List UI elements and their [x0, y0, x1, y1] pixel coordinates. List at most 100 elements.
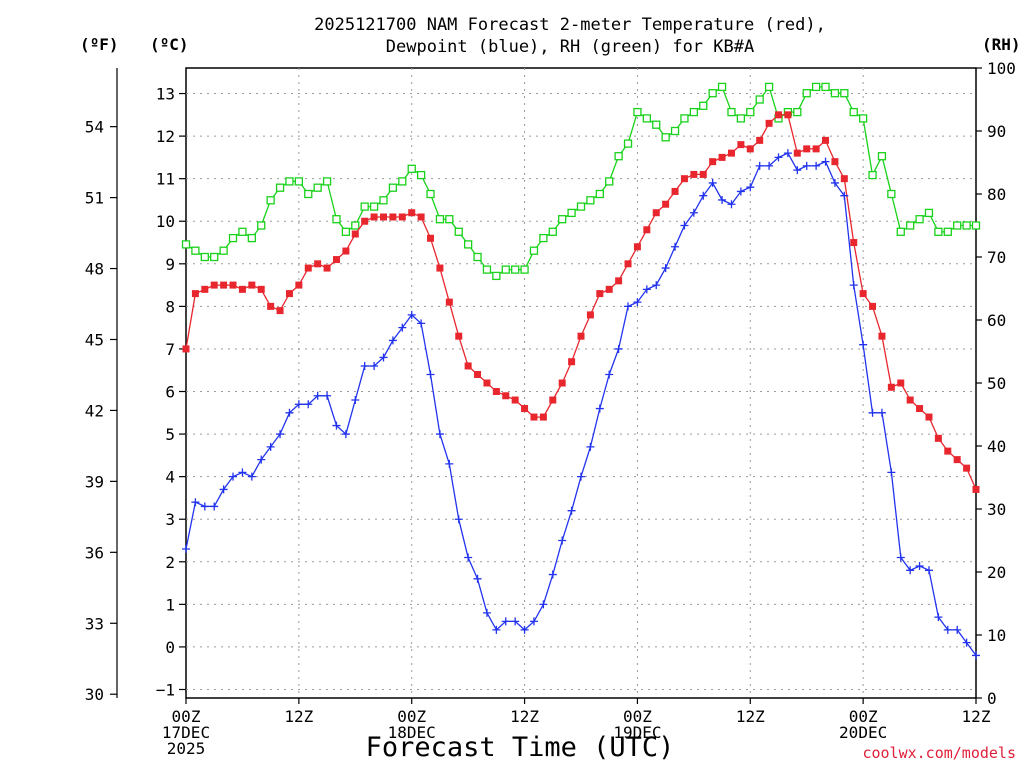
temperature-point [831, 158, 839, 166]
x-tick-label: 00Z [172, 707, 201, 726]
temperature-point [887, 383, 895, 391]
dewpoint-point [614, 344, 623, 353]
rh-point [802, 89, 811, 98]
fahrenheit-tick-label: 39 [85, 472, 104, 491]
rh-point [840, 89, 849, 98]
rh-point [811, 82, 821, 92]
rh-point [717, 82, 727, 92]
rh-point [586, 196, 595, 205]
plot-frame [185, 67, 977, 699]
temperature-point [963, 464, 971, 472]
dewpoint-point [943, 625, 952, 634]
rh-point [962, 221, 971, 230]
temperature-point [220, 281, 228, 289]
rh-point [652, 120, 661, 129]
temperature-point [652, 209, 660, 217]
rh-point [407, 164, 416, 173]
rh-tick-label: 10 [987, 626, 1006, 645]
temperature-point [455, 332, 463, 340]
dewpoint-point [680, 221, 689, 230]
temperature-point [737, 141, 745, 149]
rh-unit-label: (RH) [982, 35, 1021, 54]
dewpoint-point [473, 574, 482, 583]
rh-point [322, 177, 332, 186]
dewpoint-point [821, 157, 830, 166]
dewpoint-point [633, 298, 642, 307]
rh-point [708, 89, 717, 98]
rh-point [971, 221, 981, 230]
temperature-point [624, 260, 632, 268]
celsius-tick-label: −1 [156, 680, 175, 699]
dewpoint-point [896, 553, 905, 562]
temperature-point [267, 302, 275, 310]
rh-point [915, 215, 924, 224]
rh-point [435, 215, 445, 224]
dewpoint-point [906, 566, 915, 575]
series-rh [181, 82, 981, 281]
temperature-point [756, 136, 764, 144]
temperature-point [746, 145, 754, 153]
dewpoint-point [595, 404, 604, 413]
temperature-point [699, 170, 707, 178]
temperature-point [953, 456, 961, 464]
temperature-point [474, 370, 482, 378]
x-tick-label: 12Z [736, 707, 765, 726]
temperature-point [530, 413, 538, 421]
rh-point [294, 177, 304, 186]
rh-point [304, 189, 313, 199]
temperature-point [285, 290, 293, 298]
dewpoint-point [718, 195, 727, 204]
temperature-point [859, 290, 867, 298]
temperature-point [436, 264, 444, 272]
temperature-point [295, 281, 303, 289]
series-layer [181, 82, 981, 660]
dewpoint-point [577, 472, 585, 481]
temperature-point [549, 396, 557, 404]
temperature-point [323, 264, 331, 272]
dewpoint-point [727, 200, 736, 209]
x-tick-label: 19DEC [613, 723, 661, 742]
temperature-point [417, 213, 425, 221]
rh-point [388, 183, 398, 192]
temperature-point [925, 413, 933, 421]
dewpoint-point [210, 502, 219, 511]
dewpoint-point [915, 562, 924, 571]
rh-point [313, 183, 322, 192]
dewpoint-point [407, 310, 416, 319]
rh-point [821, 82, 830, 92]
grid-lines [186, 68, 976, 698]
rh-point [727, 107, 736, 117]
temperature-point [492, 388, 500, 396]
x-tick-label: 12Z [510, 707, 539, 726]
rh-point [238, 227, 247, 236]
dewpoint-point [332, 421, 341, 430]
rh-point [934, 227, 943, 236]
rh-point [877, 152, 887, 161]
temperature-point [671, 187, 679, 195]
temperature-point [361, 217, 369, 225]
celsius-tick-label: 7 [165, 340, 175, 359]
rh-point [764, 82, 774, 92]
x-tick-label: 12Z [284, 707, 313, 726]
celsius-tick-label: 6 [165, 383, 175, 402]
dewpoint-point [972, 651, 980, 660]
temperature-point [408, 209, 416, 217]
dewpoint-point [661, 264, 670, 273]
site-credit: coolwx.com/models [862, 744, 1016, 762]
temperature-point [793, 149, 801, 157]
temperature-point [577, 332, 585, 340]
dewpoint-point [529, 617, 538, 626]
temperature-point [427, 234, 435, 242]
temperature-point [605, 285, 613, 293]
temperature-point [380, 213, 387, 221]
rh-tick-label: 50 [987, 374, 1006, 393]
temperature-point [662, 200, 670, 208]
temperature-point [916, 405, 924, 413]
rh-point [247, 233, 256, 243]
x-tick-label: 18DEC [388, 723, 436, 742]
temperature-point [229, 281, 237, 289]
dewpoint-point [774, 153, 783, 162]
fahrenheit-tick-label: 36 [85, 543, 104, 562]
x-tick-label: 20DEC [839, 723, 887, 742]
rh-point [228, 233, 238, 243]
